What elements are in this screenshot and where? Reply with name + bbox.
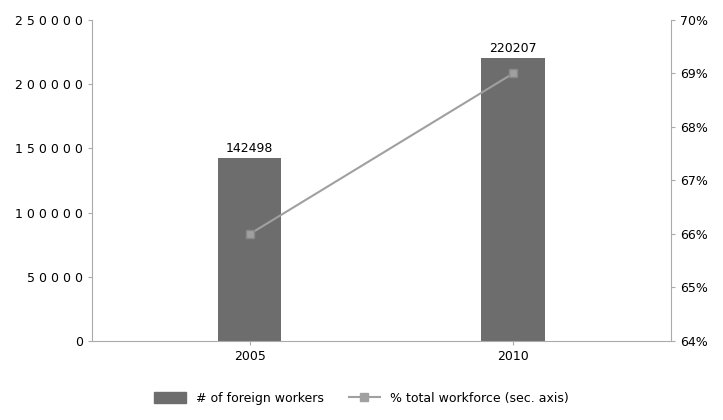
Text: 142498: 142498 bbox=[226, 142, 273, 155]
Bar bbox=[218, 158, 281, 341]
Bar bbox=[482, 58, 544, 341]
Legend: # of foreign workers, % total workforce (sec. axis): # of foreign workers, % total workforce … bbox=[150, 386, 573, 410]
Text: 220207: 220207 bbox=[489, 42, 537, 55]
